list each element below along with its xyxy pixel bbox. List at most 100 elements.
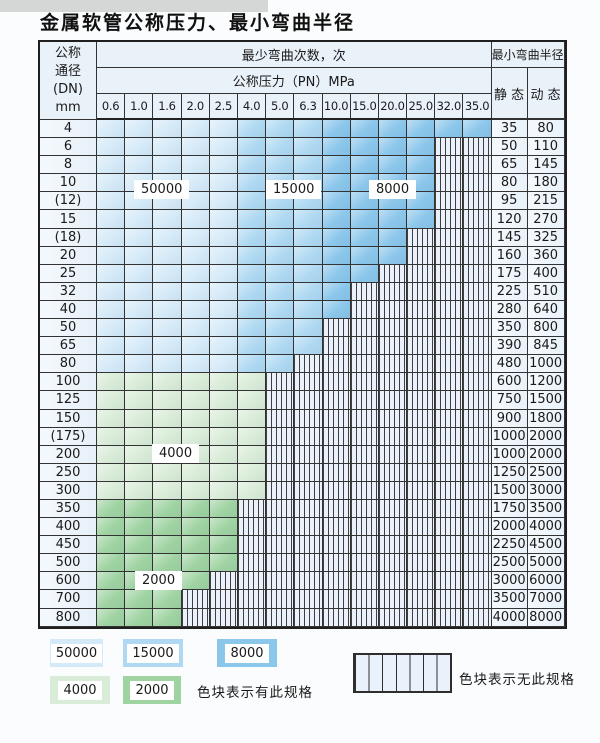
pressure-tick: 0.6 bbox=[97, 94, 126, 120]
spec-cell bbox=[350, 156, 379, 175]
spec-cell bbox=[435, 246, 464, 265]
spec-cell bbox=[350, 319, 379, 338]
spec-cell bbox=[378, 536, 408, 555]
static-header: 静 态 bbox=[491, 68, 528, 120]
dn-cell: 25 bbox=[40, 264, 97, 283]
spec-cell bbox=[407, 445, 436, 464]
spec-cell bbox=[97, 590, 126, 609]
static-value: 2500 bbox=[491, 554, 528, 573]
pressure-tick: 4.0 bbox=[237, 94, 267, 120]
spec-cell bbox=[237, 590, 267, 609]
static-value: 1000 bbox=[491, 445, 528, 464]
spec-cell bbox=[435, 463, 464, 482]
spec-cell bbox=[322, 192, 351, 211]
legend-swatch-50000: 50000 bbox=[50, 639, 103, 667]
spec-cell bbox=[125, 608, 154, 627]
spec-cell bbox=[97, 192, 126, 211]
spec-cell bbox=[209, 210, 238, 229]
spec-cell bbox=[463, 590, 492, 609]
static-value: 120 bbox=[491, 210, 528, 229]
spec-cell bbox=[350, 282, 379, 301]
spec-cell bbox=[209, 481, 238, 500]
static-value: 3500 bbox=[491, 590, 528, 609]
spec-cell bbox=[350, 536, 379, 555]
spec-cell bbox=[125, 337, 154, 356]
dn-cell: 80 bbox=[40, 355, 97, 374]
spec-cell bbox=[407, 156, 436, 175]
spec-cell bbox=[435, 572, 464, 591]
spec-cell bbox=[237, 246, 267, 265]
dn-cell: 600 bbox=[40, 572, 97, 591]
spec-cell bbox=[125, 499, 154, 519]
spec-cell bbox=[153, 300, 182, 320]
spec-cell bbox=[322, 427, 351, 446]
spec-cell bbox=[97, 246, 126, 265]
spec-cell bbox=[463, 337, 492, 356]
spec-cell bbox=[378, 319, 408, 338]
spec-cell bbox=[435, 536, 464, 555]
dn-cell: 8 bbox=[40, 156, 97, 175]
spec-cell bbox=[378, 445, 408, 464]
pressure-tick: 5.0 bbox=[266, 94, 295, 120]
spec-cell bbox=[237, 499, 267, 519]
pressure-tick: 2.5 bbox=[209, 94, 238, 120]
spec-cell bbox=[181, 518, 210, 537]
spec-cell bbox=[435, 282, 464, 301]
spec-cell bbox=[322, 300, 351, 320]
spec-cell bbox=[97, 499, 126, 519]
spec-cell bbox=[153, 590, 182, 609]
spec-cell bbox=[237, 264, 267, 283]
pressure-tick: 35.0 bbox=[463, 94, 492, 120]
pressure-tick: 15.0 bbox=[350, 94, 379, 120]
spec-cell bbox=[435, 138, 464, 157]
spec-cell bbox=[181, 554, 210, 573]
page-title: 金属软管公称压力、最小弯曲半径 bbox=[40, 12, 356, 34]
spec-cell bbox=[181, 156, 210, 175]
spec-cell bbox=[294, 554, 323, 573]
spec-cell bbox=[153, 337, 182, 356]
dn-cell: 15 bbox=[40, 210, 97, 229]
pressure-tick: 2.0 bbox=[181, 94, 210, 120]
spec-cell bbox=[407, 427, 436, 446]
dynamic-value: 6000 bbox=[527, 572, 565, 591]
dynamic-header: 动 态 bbox=[527, 68, 565, 120]
spec-cell bbox=[322, 319, 351, 338]
dn-cell: 4 bbox=[40, 120, 97, 139]
spec-cell bbox=[125, 536, 154, 555]
spec-cell bbox=[463, 355, 492, 374]
spec-cell bbox=[153, 427, 182, 446]
spec-cell bbox=[378, 409, 408, 428]
dynamic-value: 215 bbox=[527, 192, 565, 211]
spec-cell bbox=[294, 282, 323, 301]
spec-cell bbox=[97, 156, 126, 175]
spec-cell bbox=[322, 120, 351, 139]
spec-cell bbox=[322, 355, 351, 374]
spec-cell bbox=[266, 572, 295, 591]
spec-cell bbox=[435, 373, 464, 392]
spec-cell bbox=[378, 590, 408, 609]
spec-cell bbox=[125, 355, 154, 374]
spec-cell bbox=[322, 608, 351, 627]
spec-cell bbox=[407, 391, 436, 410]
spec-cell bbox=[181, 608, 210, 627]
spec-cell bbox=[322, 210, 351, 229]
spec-cell bbox=[181, 391, 210, 410]
spec-cell bbox=[237, 282, 267, 301]
spec-cell bbox=[209, 319, 238, 338]
spec-cell bbox=[125, 246, 154, 265]
static-value: 1500 bbox=[491, 481, 528, 500]
spec-cell bbox=[294, 590, 323, 609]
spec-cell bbox=[407, 282, 436, 301]
spec-cell bbox=[266, 282, 295, 301]
spec-cell bbox=[125, 156, 154, 175]
spec-cell bbox=[97, 355, 126, 374]
spec-cell bbox=[350, 138, 379, 157]
spec-cell bbox=[125, 264, 154, 283]
dn-cell: (18) bbox=[40, 228, 97, 247]
spec-cell bbox=[378, 572, 408, 591]
spec-cell bbox=[294, 536, 323, 555]
spec-cell bbox=[181, 373, 210, 392]
spec-cell bbox=[237, 445, 267, 464]
dynamic-value: 1800 bbox=[527, 409, 565, 428]
dn-cell: 150 bbox=[40, 409, 97, 428]
